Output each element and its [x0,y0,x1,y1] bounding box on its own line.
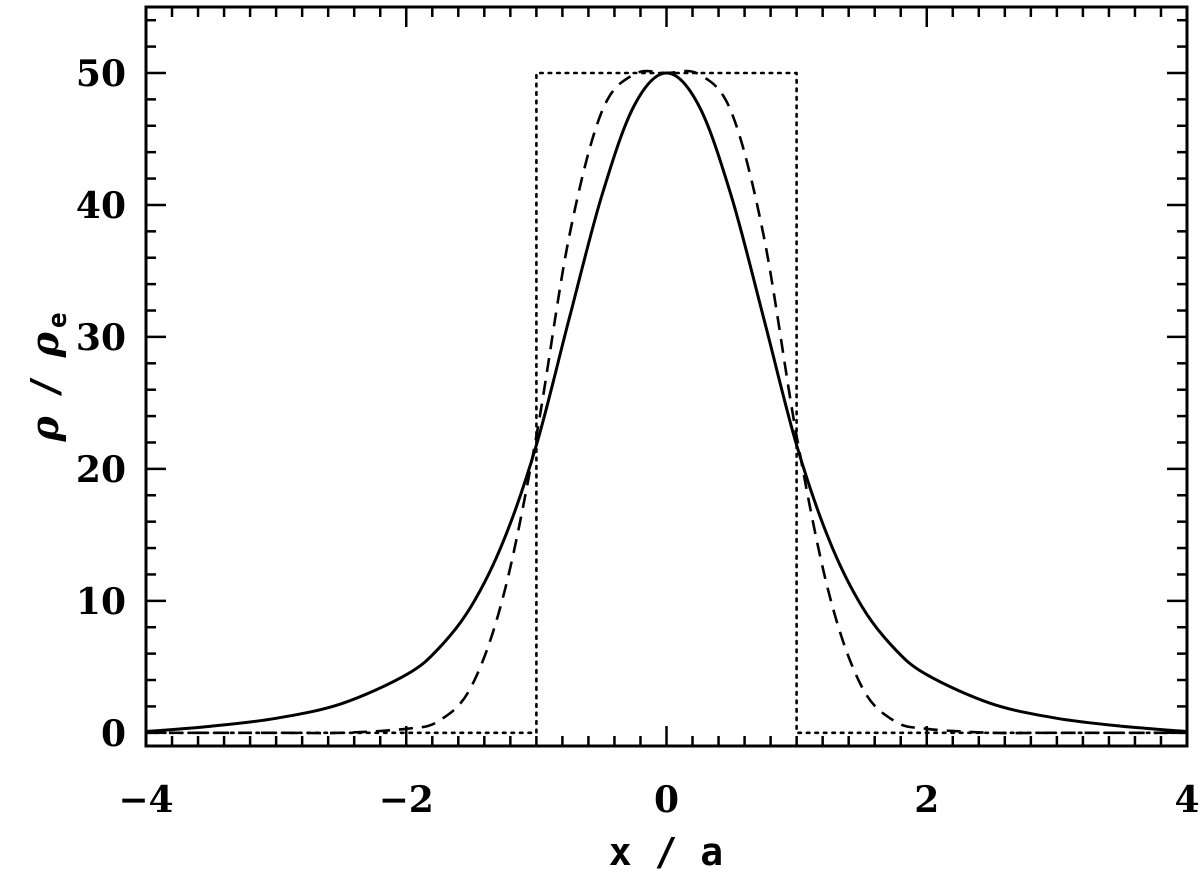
y-label-subscript: e [43,312,73,328]
y-label-denominator: ρ [22,331,67,358]
x-tick-label: −4 [118,779,173,821]
y-axis-label-text: ρ / ρ e [22,312,73,442]
y-tick-label: 40 [76,185,126,227]
plot-frame [144,5,1189,748]
y-axis-label: ρ / ρ e [22,312,73,442]
y-tick-label: 30 [76,317,126,359]
x-tick-label: 2 [914,779,939,821]
y-label-separator: / [23,375,67,398]
y-tick-label: 10 [76,581,126,623]
y-tick-label: 0 [101,713,126,755]
x-tick-label: 4 [1174,779,1199,821]
data-series [144,69,1189,735]
y-label-symbol: ρ [22,416,67,443]
y-tick-label: 50 [76,53,126,95]
x-tick-label: −2 [379,779,434,821]
x-tick-label: 0 [654,779,679,821]
x-axis-label: x / a [609,830,723,874]
y-tick-label: 20 [76,449,126,491]
series-line-dotted [144,71,1189,735]
